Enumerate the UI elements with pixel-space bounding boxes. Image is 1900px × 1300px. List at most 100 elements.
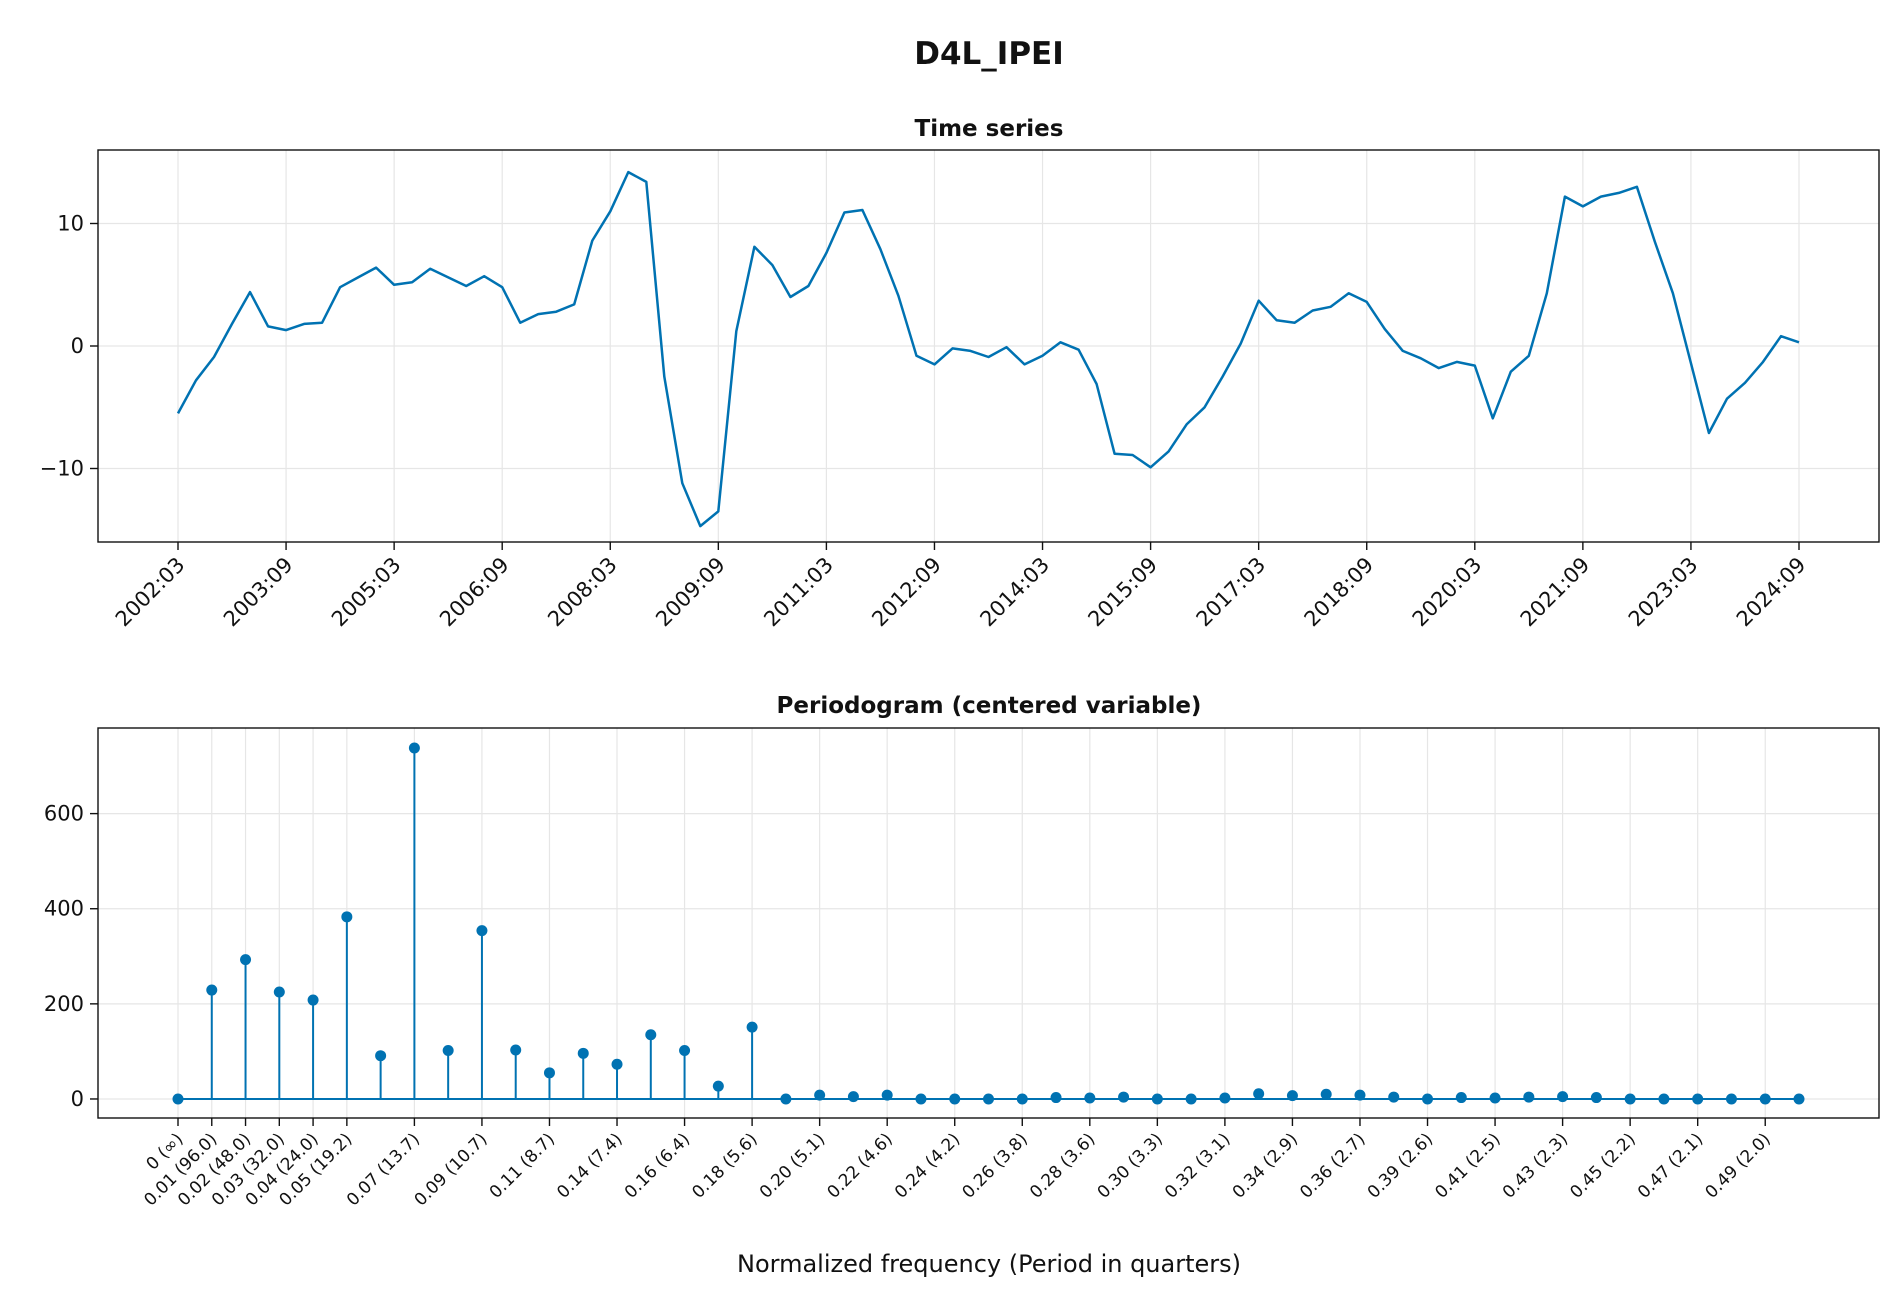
pg-y-tick-label: 0 <box>71 1087 84 1111</box>
time-series-grid <box>98 150 1879 542</box>
pg-stem-marker <box>1118 1091 1130 1103</box>
pg-x-tick-label: 0.34 (2.9) <box>1229 1129 1302 1202</box>
pg-x-tick-label: 0.30 (3.3) <box>1094 1129 1167 1202</box>
pg-x-tick-label: 0.16 (6.4) <box>621 1129 694 1202</box>
pg-y-tick-label: 400 <box>44 897 84 921</box>
pg-stem-marker <box>1219 1092 1231 1104</box>
periodogram-panel: Periodogram (centered variable) 0 200 400 6… <box>44 693 1880 1278</box>
pg-stem-marker <box>510 1044 522 1056</box>
ts-x-tick-label: 2008:03 <box>543 553 622 632</box>
pg-x-tick-label: 0.49 (2.0) <box>1702 1129 1775 1202</box>
pg-stem-marker <box>780 1093 792 1105</box>
pg-x-tick-label: 0.20 (5.1) <box>756 1129 829 1202</box>
pg-stem-marker <box>1050 1092 1062 1104</box>
pg-x-tick-label: 0.32 (3.1) <box>1161 1129 1234 1202</box>
figure-title: D4L_IPEI <box>914 36 1064 72</box>
pg-stem-marker <box>1388 1091 1400 1103</box>
pg-stem-marker <box>1151 1093 1163 1105</box>
ts-x-tick-label: 2024:09 <box>1732 553 1811 632</box>
pg-stem-marker <box>1354 1089 1366 1101</box>
ts-series-line <box>176 170 1800 528</box>
pg-y-tick-label: 200 <box>44 992 84 1016</box>
pg-stem-marker <box>375 1050 387 1062</box>
pg-stem-marker <box>1590 1092 1602 1104</box>
pg-y-tick-label: 600 <box>44 802 84 826</box>
pg-x-tick-label: 0.11 (8.7) <box>486 1129 559 1202</box>
pg-stem-marker <box>1759 1093 1771 1105</box>
ts-x-tick-label: 2015:09 <box>1083 553 1162 632</box>
pg-stem-marker <box>307 994 319 1006</box>
pg-stem-marker <box>206 984 218 996</box>
pg-stem-marker <box>1320 1088 1332 1100</box>
pg-stem-marker <box>1253 1088 1265 1100</box>
pg-stem-marker <box>408 742 420 754</box>
pg-x-tick-label: 0.45 (2.2) <box>1566 1129 1639 1202</box>
pg-stem-marker <box>1016 1093 1028 1105</box>
ts-x-tick-label: 2005:03 <box>327 553 406 632</box>
pg-stem-marker <box>645 1029 657 1041</box>
time-series-x-axis: 2002:03 2003:09 2005:03 2006:09 2008:03 2009:… <box>111 542 1811 631</box>
ts-y-tick-label: 10 <box>57 212 84 236</box>
pg-stem-marker <box>1557 1091 1569 1103</box>
ts-x-tick-label: 2014:03 <box>975 553 1054 632</box>
pg-stem-marker <box>1692 1093 1704 1105</box>
pg-x-tick-label: 0.41 (2.5) <box>1431 1129 1504 1202</box>
pg-x-tick-label: 0.39 (2.6) <box>1364 1129 1437 1202</box>
periodogram-title: Periodogram (centered variable) <box>777 693 1202 719</box>
pg-stem-marker <box>1455 1092 1467 1104</box>
pg-x-tick-label: 0.09 (10.7) <box>411 1129 492 1210</box>
pg-stem-marker <box>1523 1091 1535 1103</box>
pg-stem-marker <box>442 1044 454 1056</box>
ts-x-tick-label: 2006:09 <box>435 553 514 632</box>
pg-stem-marker <box>1793 1093 1805 1105</box>
pg-x-tick-label: 0.43 (2.3) <box>1499 1129 1572 1202</box>
time-series-title: Time series <box>915 116 1064 142</box>
pg-stem-marker <box>814 1089 826 1101</box>
ts-y-tick-label: 0 <box>71 334 84 358</box>
pg-stem-marker <box>847 1091 859 1103</box>
ts-x-tick-label: 2002:03 <box>111 553 190 632</box>
pg-stem-marker <box>273 986 285 998</box>
ts-x-tick-label: 2017:03 <box>1192 553 1271 632</box>
ts-y-tick-label: −10 <box>40 457 84 481</box>
pg-stem-marker <box>1725 1093 1737 1105</box>
pg-x-tick-label: 0.14 (7.4) <box>553 1129 626 1202</box>
pg-stem-marker <box>1624 1093 1636 1105</box>
pg-x-tick-label: 0.28 (3.6) <box>1026 1129 1099 1202</box>
pg-stem-marker <box>476 925 488 937</box>
pg-stem-marker <box>1489 1092 1501 1104</box>
ts-x-tick-label: 2018:09 <box>1300 553 1379 632</box>
pg-stem-marker <box>611 1058 623 1070</box>
pg-stem-marker <box>172 1093 184 1105</box>
ts-x-tick-label: 2009:09 <box>651 553 730 632</box>
periodogram-frame <box>97 727 1880 1119</box>
pg-stem-marker <box>746 1021 758 1033</box>
pg-x-tick-label: 0.47 (2.1) <box>1634 1129 1707 1202</box>
pg-stem-marker <box>1422 1093 1434 1105</box>
ts-x-tick-label: 2021:09 <box>1516 553 1595 632</box>
time-series-panel: Time series −10 0 10 2002:03 2003:09 2005:03… <box>40 116 1880 631</box>
time-series-plot <box>176 170 1800 528</box>
ts-x-tick-label: 2012:09 <box>867 553 946 632</box>
pg-stem-marker <box>240 954 252 966</box>
periodogram-x-axis: 0 (∞)0.01 (96.0)0.02 (48.0)0.03 (32.0)0.… <box>140 1118 1775 1210</box>
time-series-y-axis: −10 0 10 <box>40 212 98 481</box>
pg-stem-marker <box>881 1089 893 1101</box>
pg-stem-marker <box>1084 1092 1096 1104</box>
ts-x-tick-label: 2003:09 <box>219 553 298 632</box>
ts-x-tick-label: 2011:03 <box>759 553 838 632</box>
ts-x-tick-label: 2020:03 <box>1408 553 1487 632</box>
periodogram-plot <box>172 742 1805 1105</box>
pg-x-tick-label: 0.22 (4.6) <box>823 1129 896 1202</box>
periodogram-y-axis: 0 200 400 600 <box>44 802 98 1111</box>
pg-x-tick-label: 0.26 (3.8) <box>959 1129 1032 1202</box>
periodogram-x-label: Normalized frequency (Period in quarters… <box>737 1250 1241 1278</box>
pg-x-tick-label: 0.36 (2.7) <box>1296 1129 1369 1202</box>
pg-stem-marker <box>577 1047 589 1059</box>
pg-stem-marker <box>543 1067 555 1079</box>
pg-stem-marker <box>1185 1093 1197 1105</box>
pg-stem-marker <box>1658 1093 1670 1105</box>
pg-x-tick-label: 0.18 (5.6) <box>688 1129 761 1202</box>
pg-stem-marker <box>1286 1090 1298 1102</box>
